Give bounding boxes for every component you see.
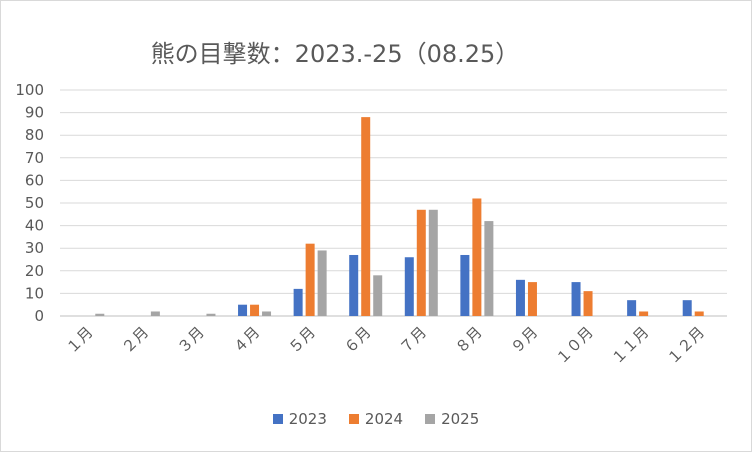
x-tick-label: ３月 bbox=[174, 323, 208, 357]
x-tick-label: ６月 bbox=[341, 323, 375, 357]
bar-2023-6 bbox=[349, 254, 359, 316]
legend-label: 2025 bbox=[441, 410, 480, 428]
bar-2024-6 bbox=[361, 117, 371, 317]
bar-2023-11 bbox=[627, 300, 637, 316]
legend-item-2024: 2024 bbox=[348, 410, 404, 428]
legend: 2023 2024 2025 bbox=[0, 410, 752, 428]
bar-2024-11 bbox=[639, 311, 649, 316]
bar-2024-4 bbox=[250, 304, 260, 316]
bar-2025-1 bbox=[95, 313, 105, 316]
y-tick-label: 70 bbox=[25, 149, 44, 167]
x-tick-label: ４月 bbox=[229, 323, 263, 357]
legend-label: 2023 bbox=[288, 410, 327, 428]
x-tick-label: ９月 bbox=[507, 323, 541, 357]
y-tick-label: 80 bbox=[25, 126, 44, 144]
bar-2023-9 bbox=[515, 279, 525, 316]
bar-2025-2 bbox=[150, 311, 160, 316]
bar-2025-7 bbox=[428, 209, 438, 316]
x-tick-label: １２月 bbox=[663, 323, 708, 368]
y-tick-label: 0 bbox=[34, 307, 44, 325]
legend-label: 2024 bbox=[364, 410, 404, 428]
chart-title: 熊の目撃数：2023.-25（08.25） bbox=[150, 40, 520, 68]
y-tick-label: 100 bbox=[15, 81, 44, 99]
bar-2023-5 bbox=[293, 288, 303, 316]
bar-2024-8 bbox=[472, 198, 482, 316]
y-tick-label: 20 bbox=[25, 262, 44, 280]
x-tick-label: ８月 bbox=[452, 323, 486, 357]
bar-2025-5 bbox=[317, 250, 327, 316]
x-tick-label: １１月 bbox=[608, 323, 653, 368]
bar-2025-4 bbox=[262, 311, 272, 316]
bar-2024-9 bbox=[527, 282, 537, 316]
y-tick-label: 90 bbox=[25, 104, 44, 122]
bar-2025-8 bbox=[484, 221, 494, 316]
bar-2023-10 bbox=[571, 282, 581, 316]
bar-2023-12 bbox=[682, 300, 692, 316]
bar-2023-8 bbox=[460, 254, 470, 316]
y-tick-label: 40 bbox=[25, 217, 44, 235]
legend-swatch bbox=[348, 414, 359, 424]
legend-item-2025: 2025 bbox=[425, 410, 479, 428]
legend-swatch bbox=[425, 414, 436, 424]
y-tick-label: 10 bbox=[25, 284, 44, 302]
x-tick-label: ２月 bbox=[118, 323, 152, 357]
bar-2025-6 bbox=[373, 275, 383, 316]
legend-item-2023: 2023 bbox=[272, 410, 327, 428]
y-tick-label: 50 bbox=[25, 194, 44, 212]
bar-2024-5 bbox=[305, 243, 315, 316]
legend-swatch bbox=[272, 414, 283, 424]
bar-2024-10 bbox=[583, 291, 593, 316]
bar-2023-4 bbox=[238, 304, 248, 316]
bar-2023-7 bbox=[404, 257, 414, 316]
x-tick-label: ５月 bbox=[285, 323, 319, 357]
x-tick-label: １月 bbox=[63, 323, 97, 357]
y-tick-label: 30 bbox=[25, 239, 44, 257]
bar-2024-7 bbox=[416, 209, 426, 316]
bar-2024-12 bbox=[694, 311, 704, 316]
x-tick-label: ７月 bbox=[396, 323, 430, 357]
bar-2025-3 bbox=[206, 313, 216, 316]
y-tick-label: 60 bbox=[25, 171, 44, 189]
x-tick-label: １０月 bbox=[552, 323, 597, 368]
